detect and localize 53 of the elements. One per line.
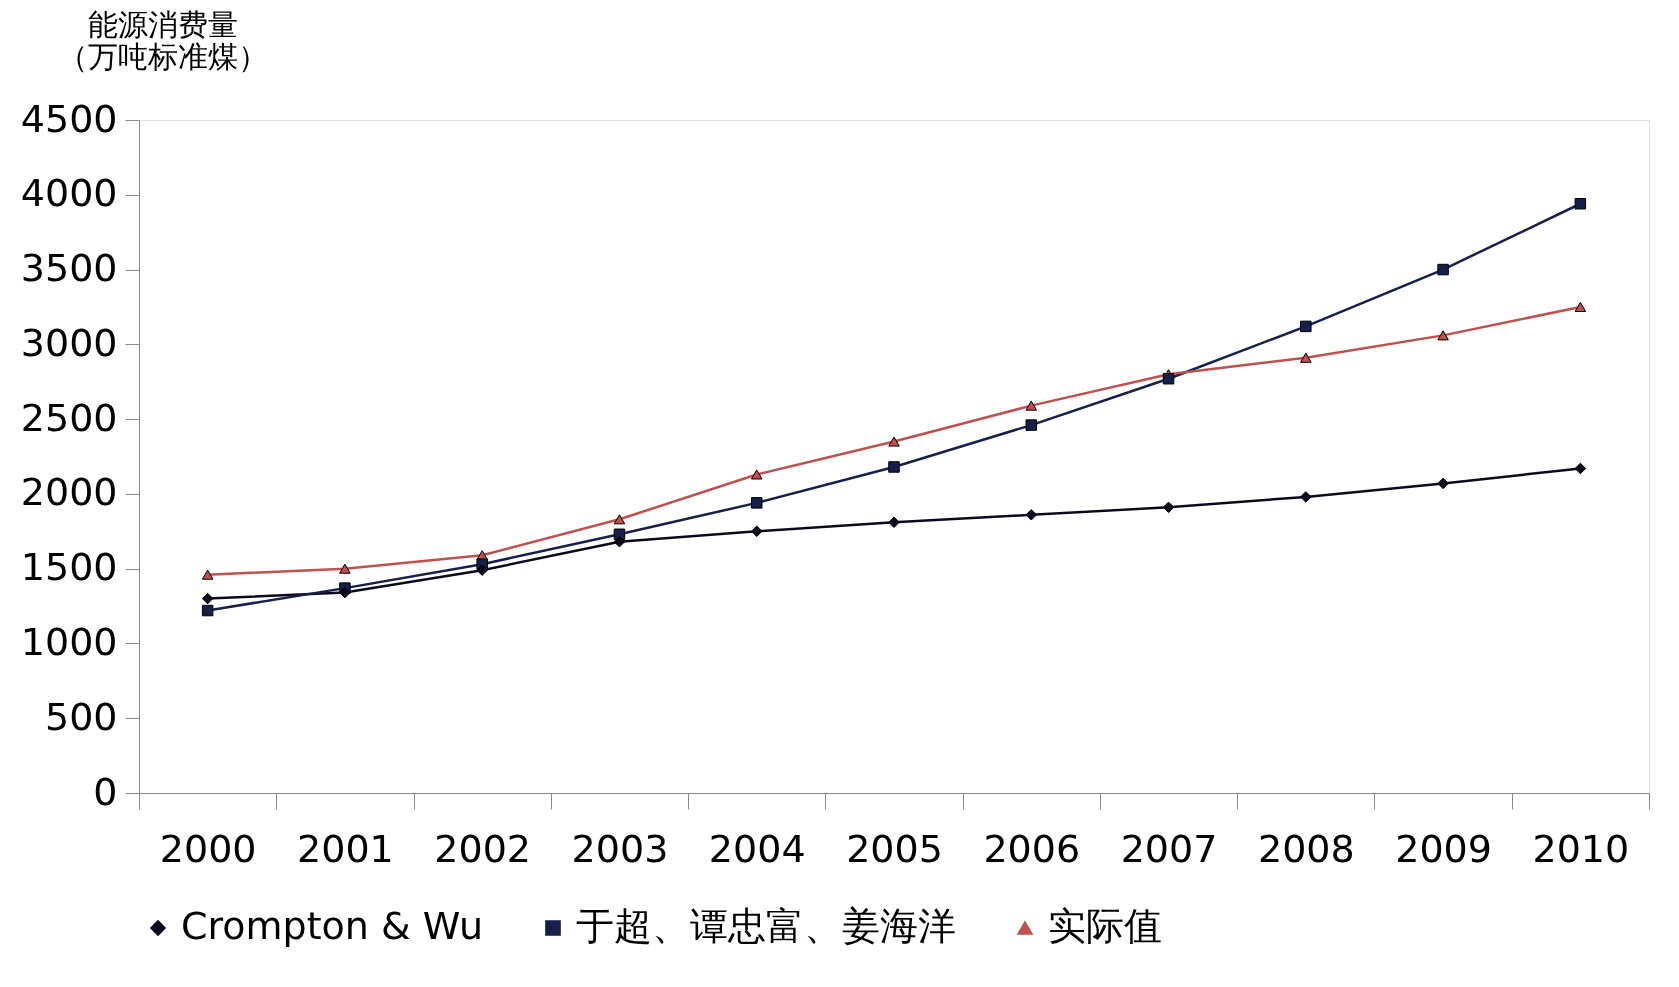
point bbox=[750, 525, 763, 538]
y-tick-label: 3000 bbox=[20, 320, 118, 365]
point bbox=[888, 461, 900, 473]
point bbox=[1162, 372, 1175, 385]
point bbox=[339, 563, 351, 574]
point bbox=[888, 516, 900, 529]
point bbox=[613, 514, 626, 525]
legend-label: 于超、谭忠富、姜海洋 bbox=[576, 904, 956, 948]
point bbox=[339, 586, 351, 599]
y-tick-label: 1000 bbox=[20, 619, 118, 664]
point bbox=[1437, 477, 1449, 490]
y-tick-label: 0 bbox=[93, 769, 118, 814]
x-tick-label: 2009 bbox=[1395, 826, 1492, 871]
point bbox=[201, 604, 214, 617]
point bbox=[1574, 198, 1587, 210]
y-tick-label: 3500 bbox=[20, 246, 118, 291]
point bbox=[1300, 491, 1312, 503]
y-axis-title: 能源消费量（万吨标准煤） bbox=[57, 6, 268, 74]
point bbox=[1574, 462, 1587, 475]
x-tick-label: 2007 bbox=[1120, 826, 1218, 871]
point bbox=[750, 469, 763, 480]
x-tick-label: 2003 bbox=[571, 826, 669, 871]
x-tick-label: 2002 bbox=[434, 826, 532, 871]
x-tick-label: 2010 bbox=[1532, 826, 1630, 871]
point bbox=[476, 564, 488, 576]
point bbox=[1025, 509, 1038, 521]
point bbox=[1025, 400, 1038, 411]
point bbox=[613, 536, 626, 548]
legend-label: 实际值 bbox=[1048, 904, 1162, 948]
y-tick-label: 1500 bbox=[20, 545, 118, 590]
point bbox=[1300, 352, 1312, 363]
x-tick-label: 2005 bbox=[846, 826, 943, 871]
legend-label: Crompton & Wu bbox=[181, 904, 484, 948]
point bbox=[201, 592, 214, 605]
point bbox=[201, 569, 214, 580]
y-tick-label: 2500 bbox=[20, 395, 118, 440]
point bbox=[1437, 263, 1449, 276]
point bbox=[1162, 501, 1175, 514]
point bbox=[1300, 320, 1312, 333]
y-tick-label: 4500 bbox=[20, 96, 118, 141]
y-tick-label: 4000 bbox=[20, 171, 118, 216]
y-tick-label: 2000 bbox=[20, 470, 118, 515]
x-tick-label: 2000 bbox=[159, 826, 257, 871]
x-tick-label: 2008 bbox=[1257, 826, 1355, 871]
x-tick-label: 2006 bbox=[983, 826, 1081, 871]
point bbox=[1437, 330, 1449, 341]
point bbox=[1574, 301, 1587, 312]
x-tick-label: 2004 bbox=[708, 826, 806, 871]
point bbox=[888, 436, 900, 447]
y-tick-label: 500 bbox=[44, 694, 118, 739]
x-tick-label: 2001 bbox=[297, 826, 394, 871]
point bbox=[1025, 419, 1038, 431]
point bbox=[750, 497, 763, 509]
